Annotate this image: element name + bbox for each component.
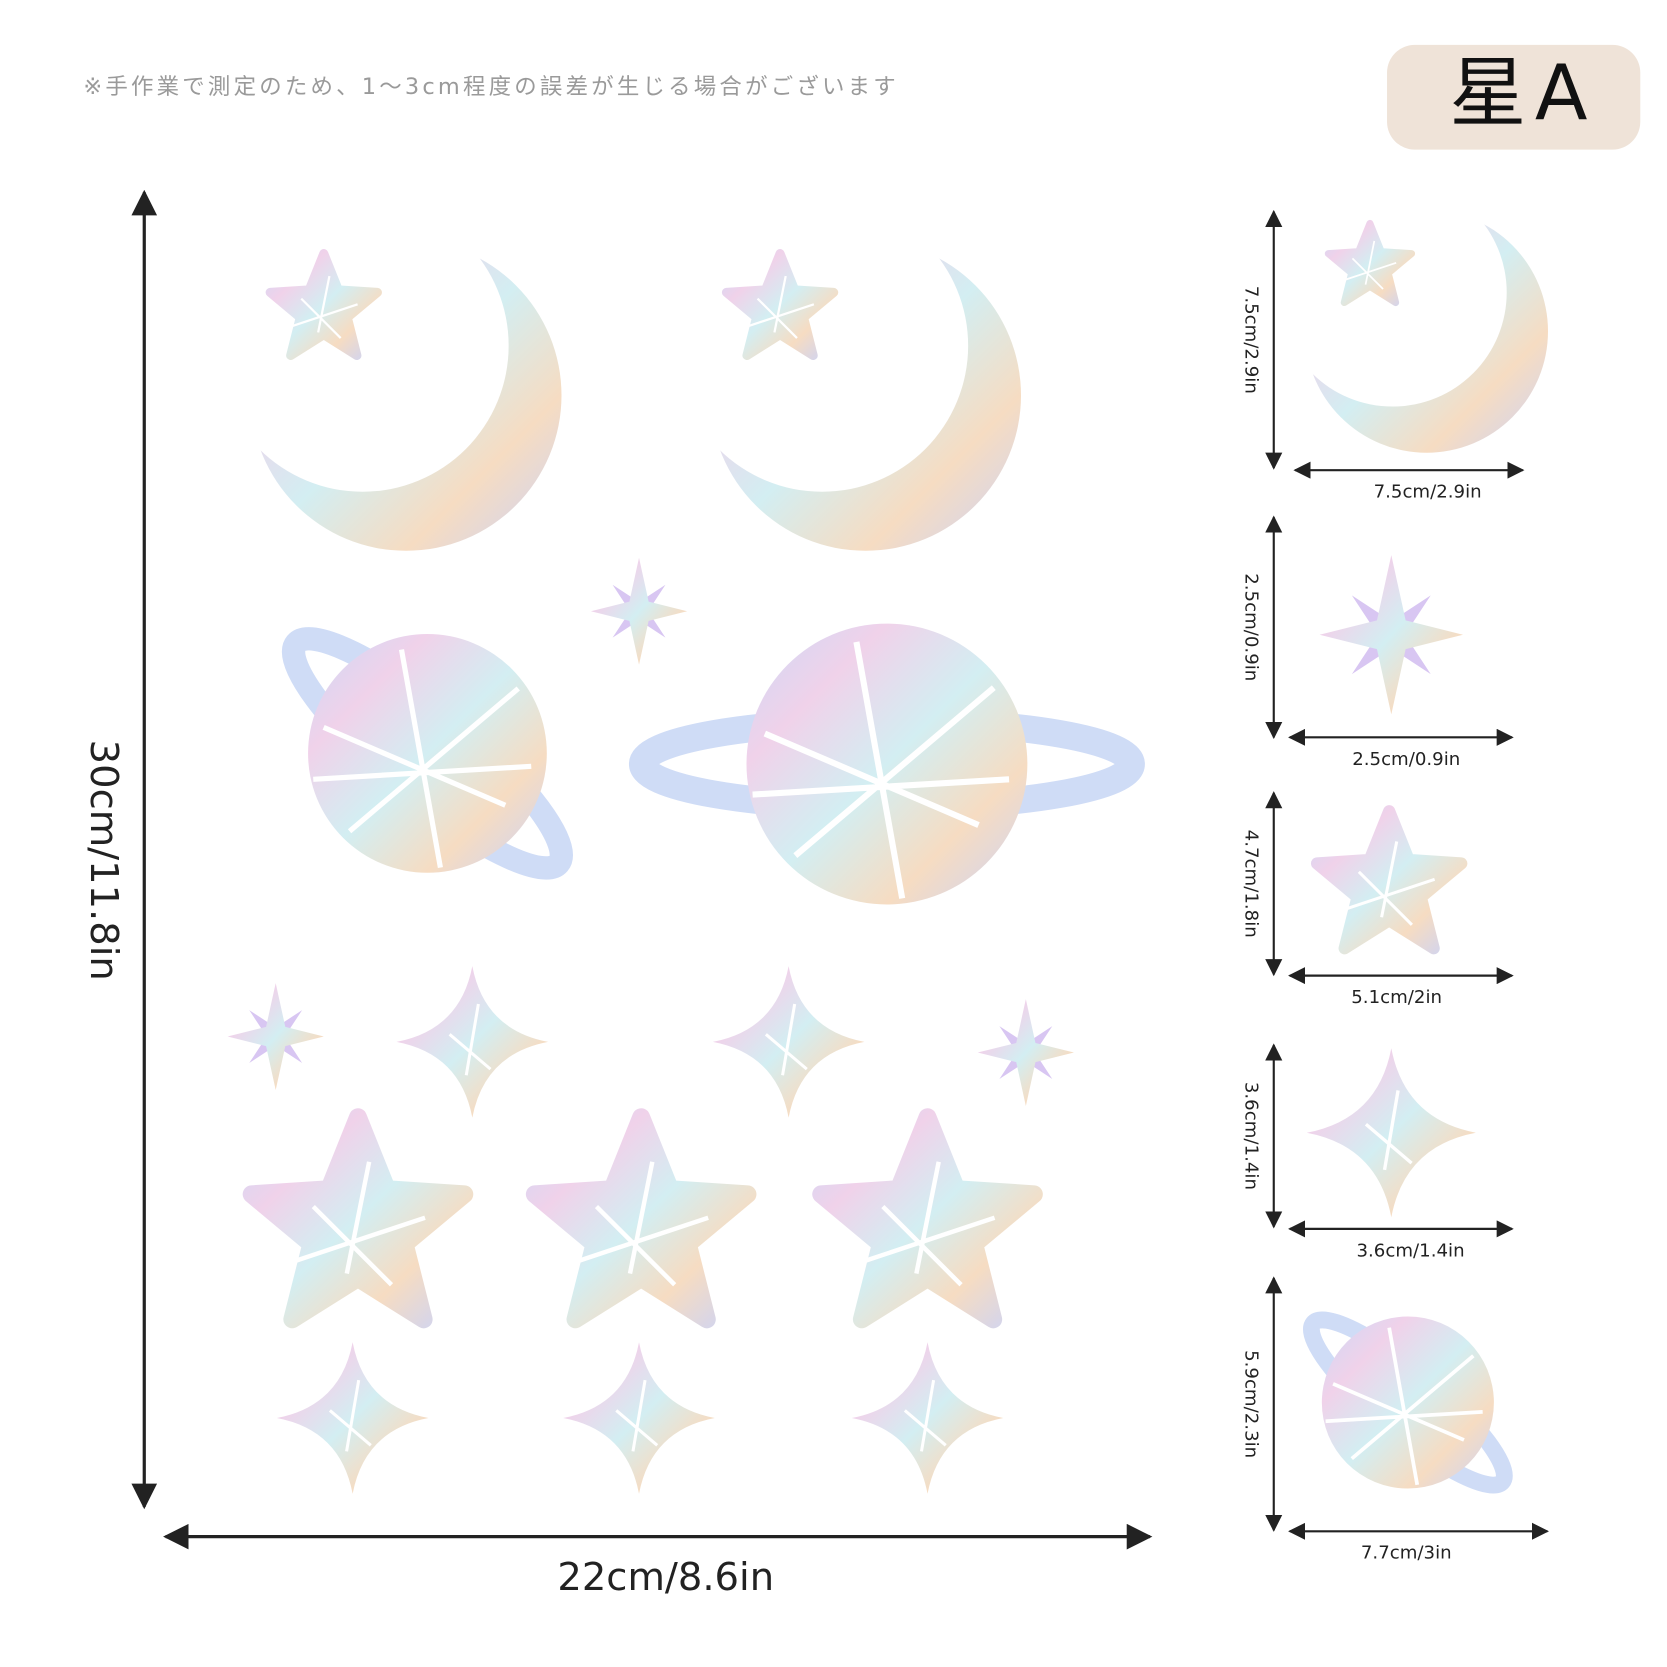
height-label: 3.6cm/1.4in (1240, 1082, 1261, 1190)
width-label: 5.1cm/2in (1351, 987, 1442, 1008)
badge: 星A (1449, 49, 1596, 138)
planet (1294, 1300, 1522, 1505)
height-label: 5.9cm/2.3in (1240, 1350, 1261, 1458)
moon (1305, 210, 1548, 453)
star (1317, 811, 1461, 948)
width-label: 7.7cm/3in (1361, 1543, 1452, 1564)
height-label: 2.5cm/0.9in (1240, 573, 1261, 681)
star-burst (586, 557, 692, 665)
planet (270, 611, 586, 895)
planet (643, 624, 1131, 905)
width-label: 2.5cm/0.9in (1352, 749, 1460, 770)
note: ※手作業で測定のため、1〜3cm程度の誤差が生じる場合がございます (83, 73, 899, 100)
sparkle (850, 1340, 1005, 1496)
width-label: 7.5cm/2.9in (1374, 482, 1482, 503)
stickers (222, 240, 1131, 1496)
star-burst (972, 999, 1079, 1106)
width-label: 3.6cm/1.4in (1356, 1240, 1464, 1261)
width-label: 22cm/8.6in (557, 1555, 774, 1600)
sparkle (275, 1340, 430, 1496)
sparkle (561, 1340, 717, 1496)
sparkle (395, 964, 550, 1120)
badge-bg (1387, 44, 1641, 150)
height-label: 30cm/11.8in (81, 740, 126, 981)
star (821, 1117, 1034, 1319)
sparkle (711, 964, 866, 1120)
star (535, 1117, 748, 1319)
star (252, 1117, 465, 1319)
height-label: 4.7cm/1.8in (1240, 830, 1261, 938)
side-samples (1294, 210, 1548, 1505)
side-dimensions: 7.5cm/2.9in 7.5cm/2.9in 2.5cm/0.9in 2.5cm/0… (1240, 209, 1550, 1564)
sparkle (1305, 1046, 1478, 1219)
star-burst (1312, 555, 1471, 715)
star-burst (222, 983, 329, 1090)
height-label: 7.5cm/2.9in (1240, 286, 1261, 394)
